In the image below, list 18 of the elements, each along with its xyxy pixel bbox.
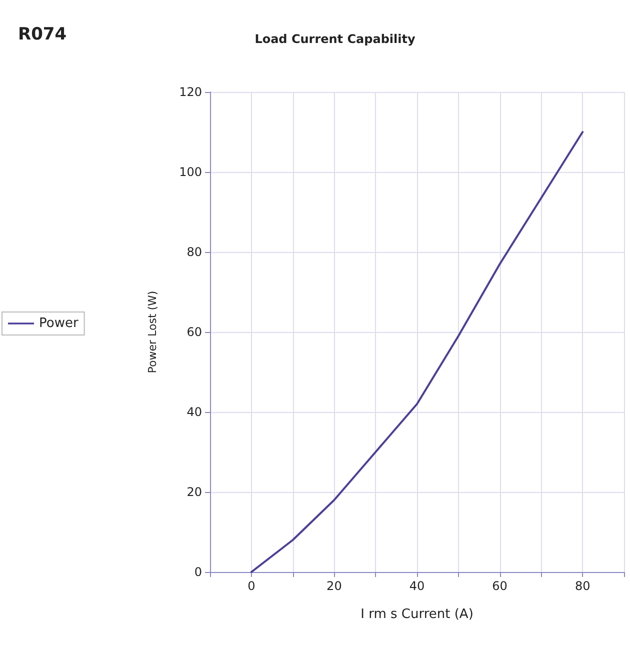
y-tick-label: 40	[186, 405, 202, 419]
line-series	[250, 131, 584, 573]
x-tick-label: 20	[326, 579, 342, 593]
y-axis-title: Power Lost (W)	[146, 290, 159, 374]
y-tick-label: 80	[186, 245, 202, 259]
y-tick-label: 0	[194, 565, 202, 579]
x-tick-label: 0	[248, 579, 256, 593]
legend-label: Power	[39, 316, 79, 331]
y-tick-label: 100	[179, 165, 202, 179]
y-tick-label: 120	[179, 85, 202, 99]
x-axis-title: I rm s Current (A)	[360, 607, 474, 622]
x-tick-label: 40	[409, 579, 425, 593]
x-tick-label: 80	[574, 579, 590, 593]
y-tick-label: 60	[186, 325, 202, 339]
text: R074	[18, 24, 67, 44]
x-tick-label: 60	[492, 579, 508, 593]
y-tick-label: 20	[186, 485, 202, 499]
chart-title: Load Current Capability	[254, 32, 416, 46]
